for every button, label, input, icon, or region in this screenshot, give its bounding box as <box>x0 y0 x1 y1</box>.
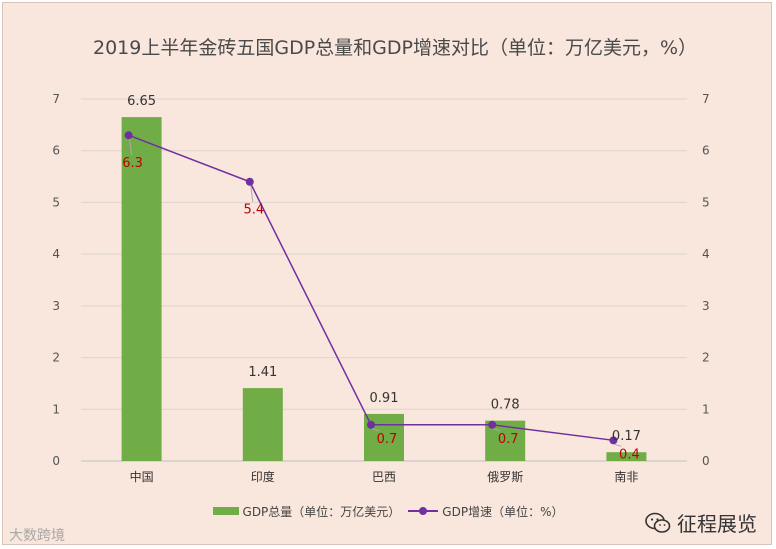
legend-label-gdp-total: GDP总量（单位：万亿美元） <box>242 504 401 519</box>
legend-label-gdp-growth: GDP增速（单位：%） <box>442 504 564 519</box>
y-tick-label: 1 <box>52 402 60 416</box>
y2-tick-label: 5 <box>702 195 710 209</box>
y2-tick-label: 6 <box>702 144 710 158</box>
x-category-label: 俄罗斯 <box>487 470 523 484</box>
gdp-total-data-label: 6.65 <box>127 94 156 109</box>
y-tick-label: 0 <box>52 454 60 468</box>
gdp-growth-data-label: 5.4 <box>243 203 264 218</box>
x-category-label: 中国 <box>130 469 154 484</box>
y2-tick-label: 7 <box>702 92 710 106</box>
x-category-label: 巴西 <box>372 470 396 484</box>
watermark-left-text: 大数跨境 <box>9 528 65 544</box>
x-category-label: 印度 <box>251 469 275 484</box>
y2-tick-label: 3 <box>702 299 710 313</box>
gdp-total-data-label: 0.91 <box>370 391 399 406</box>
chart-plot: 6.65 1.41 0.91 0.78 0.17 6.3 5.4 0.7 0.7 0.4 0 1 2 3… <box>52 92 710 484</box>
legend: GDP总量（单位：万亿美元） GDP增速（单位：%） <box>3 502 773 520</box>
gdp-total-bar <box>606 452 647 461</box>
chart-title: 2019上半年金砖五国GDP总量和GDP增速对比（单位：万亿美元，%） <box>93 37 698 59</box>
gdp-growth-leader-line <box>371 428 380 432</box>
watermark-right-text: 征程展览 <box>677 512 757 536</box>
y2-tick-label: 1 <box>702 402 710 416</box>
y-tick-label: 5 <box>52 195 60 209</box>
gdp-growth-leader-line <box>250 185 254 202</box>
y-tick-label: 2 <box>52 351 60 365</box>
y2-tick-label: 4 <box>702 247 710 261</box>
y-tick-label: 6 <box>52 144 60 158</box>
gdp-total-data-label: 1.41 <box>248 365 277 380</box>
legend-swatch-line <box>408 506 439 516</box>
gdp-growth-leader-line <box>493 428 501 432</box>
gdp-growth-leader-line <box>129 139 133 156</box>
legend-swatch-bar <box>212 507 239 515</box>
y2-tick-label: 0 <box>702 454 710 468</box>
gdp-growth-leader-line <box>614 443 622 447</box>
legend-item-gdp-growth: GDP增速（单位：%） <box>408 503 563 520</box>
gdp-total-data-label: 0.78 <box>491 398 520 413</box>
gdp-growth-data-label: 0.4 <box>619 447 640 462</box>
y-tick-label: 4 <box>52 247 60 261</box>
gdp-growth-data-label: 0.7 <box>498 432 519 447</box>
watermark-left: 大数跨境 <box>9 525 65 545</box>
gdp-total-bar <box>242 388 283 461</box>
gdp-growth-data-label: 0.7 <box>377 432 398 447</box>
wechat-icon <box>645 512 671 533</box>
y2-tick-label: 2 <box>702 351 710 365</box>
gdp-total-data-label: 0.17 <box>612 429 641 444</box>
gdp-growth-point <box>609 436 618 445</box>
y-tick-label: 7 <box>52 92 60 106</box>
watermark-right: 征程展览 <box>645 508 757 537</box>
gdp-growth-data-label: 6.3 <box>122 156 143 171</box>
gdp-growth-point <box>124 131 133 140</box>
x-category-label: 南非 <box>614 469 638 484</box>
legend-item-gdp-total: GDP总量（单位：万亿美元） <box>212 503 401 520</box>
gdp-growth-point <box>245 177 254 186</box>
gdp-total-bar <box>121 117 162 461</box>
gdp-growth-point <box>488 420 497 429</box>
gdp-growth-point <box>367 420 375 429</box>
y-tick-label: 3 <box>52 299 60 313</box>
